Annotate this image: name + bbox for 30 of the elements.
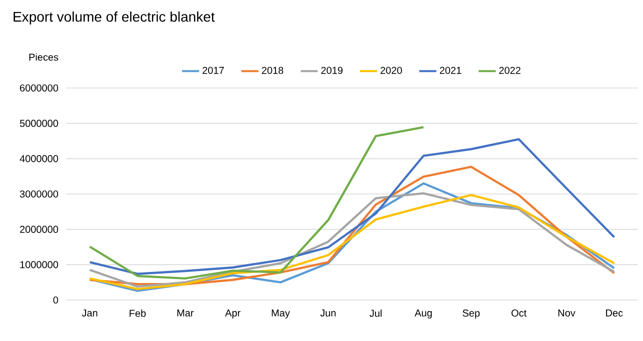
legend-label: 2019 [321, 66, 343, 74]
y-tick-label: 3000000 [20, 190, 58, 198]
x-tick-label: Mar [177, 310, 194, 317]
y-axis-title: Pieces [29, 53, 58, 61]
x-tick-label: Aug [414, 310, 432, 318]
legend-label: 2021 [440, 66, 462, 74]
line-series [88, 166, 616, 286]
y-tick-label: 0 [53, 296, 58, 304]
y-tick-label: 4000000 [20, 155, 58, 162]
y-tick-label: 6000000 [20, 84, 58, 92]
x-tick-label: Jun [320, 310, 336, 317]
y-tick-label: 5000000 [20, 120, 58, 127]
line-series [88, 138, 616, 275]
y-tick-label: 1000000 [20, 261, 58, 268]
x-tick-label: Sep [462, 310, 480, 319]
x-tick-label: Feb [130, 310, 146, 317]
x-tick-label: Oct [512, 310, 527, 317]
x-tick-label: Dec [606, 310, 623, 317]
legend-label: 2022 [499, 66, 520, 74]
legend-label: 2018 [262, 66, 284, 74]
legend-label: 2020 [380, 66, 402, 74]
line-series [88, 126, 425, 280]
x-tick-label: May [272, 310, 290, 318]
x-tick-label: Nov [558, 310, 576, 317]
x-tick-label: Jan [82, 310, 98, 317]
x-tick-label: Jul [370, 310, 382, 317]
chart-title: Export volume of electric blanket [14, 11, 215, 25]
x-tick-label: Apr [225, 310, 240, 318]
legend-label: 2017 [202, 66, 224, 74]
y-tick-label: 2000000 [20, 226, 58, 233]
